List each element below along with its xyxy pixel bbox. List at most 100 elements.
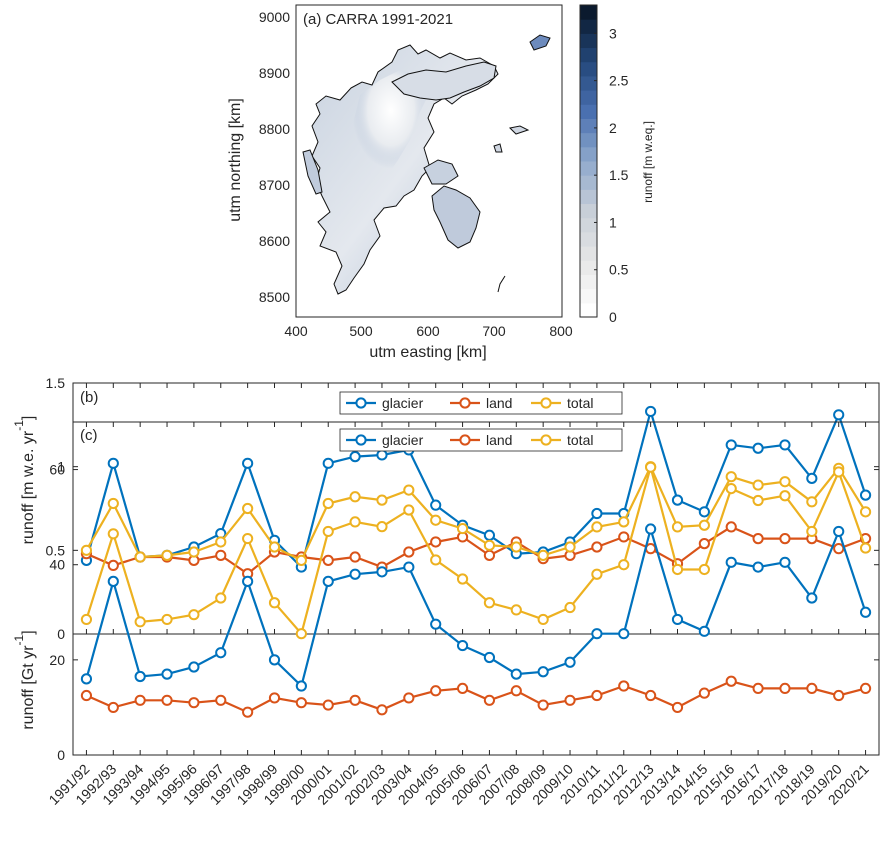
data-point-land	[591, 689, 603, 702]
data-point-land	[698, 538, 710, 550]
data-point-total	[510, 541, 522, 553]
legend-label-glacier: glacier	[382, 395, 424, 411]
panel-b-series	[80, 405, 872, 580]
legend-marker-glacier	[355, 397, 367, 409]
colorbar-cell	[580, 90, 597, 105]
data-point-total	[322, 497, 334, 510]
data-point-glacier	[215, 647, 227, 659]
map-xtick: 400	[284, 323, 308, 339]
data-point-total	[564, 541, 576, 553]
map-xtick: 600	[416, 323, 440, 339]
data-point-land	[510, 685, 522, 697]
data-point-glacier	[537, 666, 549, 678]
data-point-total	[618, 559, 630, 571]
kvitoya-island	[529, 34, 551, 51]
data-point-glacier	[618, 628, 630, 640]
data-point-total	[215, 592, 227, 604]
data-point-glacier	[349, 451, 361, 463]
panel-b-legend: glacier land total	[339, 391, 623, 415]
data-point-glacier	[859, 606, 872, 618]
data-point-land	[403, 692, 415, 704]
panel-c-ticks: 0 20 40 60	[49, 422, 879, 763]
panel-c-ylabel-close: ]	[20, 630, 37, 634]
data-point-total	[806, 496, 818, 508]
data-point-glacier	[752, 442, 764, 454]
data-point-total	[859, 542, 872, 554]
data-point-total	[107, 497, 119, 510]
data-point-glacier	[645, 405, 657, 418]
data-point-total	[483, 539, 496, 551]
data-point-glacier	[376, 566, 388, 578]
data-point-total	[188, 546, 200, 558]
nordaustlandet-island	[391, 61, 497, 101]
data-point-total	[671, 563, 684, 576]
data-point-glacier	[645, 523, 657, 535]
data-point-glacier	[242, 457, 254, 469]
legend-label-total: total	[567, 395, 593, 411]
colorbar-cell	[580, 75, 597, 91]
kong-karls-land	[493, 125, 530, 153]
panel-b-ylabel-text: runoff [m w.e. yr	[20, 430, 37, 544]
data-point-glacier	[242, 575, 254, 587]
legend-marker-land	[459, 434, 471, 446]
data-point-total	[134, 551, 146, 563]
panel-b-ylabel-sup: -1	[12, 420, 26, 431]
legend-label-glacier: glacier	[382, 432, 424, 448]
panel-b-ylabel: runoff [m w.e. yr-1]	[12, 416, 37, 545]
data-point-land	[779, 533, 791, 545]
data-point-glacier	[698, 625, 710, 637]
colorbar-cell	[580, 246, 597, 261]
data-point-glacier	[295, 680, 307, 692]
data-point-glacier	[376, 449, 388, 461]
map-ytick: 8800	[259, 121, 290, 137]
data-point-land	[161, 694, 173, 706]
data-point-glacier	[671, 494, 684, 506]
legend-marker-total	[540, 397, 552, 409]
data-point-glacier	[107, 457, 119, 469]
colorbar-cell	[580, 189, 597, 205]
data-point-land	[725, 521, 737, 533]
series-line-land	[85, 525, 866, 576]
data-point-total	[268, 597, 281, 609]
colorbar-cell	[580, 217, 597, 233]
data-point-land	[188, 697, 200, 709]
data-point-total	[376, 494, 388, 506]
colorbar-cells	[580, 5, 597, 318]
data-point-total	[161, 549, 173, 561]
data-point-land	[752, 682, 764, 695]
data-point-land	[618, 680, 630, 692]
data-point-total	[591, 568, 603, 580]
data-point-land	[349, 551, 361, 563]
data-point-total	[591, 521, 603, 533]
data-point-glacier	[430, 499, 442, 511]
legend-marker-land	[459, 397, 471, 409]
colorbar-tick-label: 0.5	[609, 262, 629, 278]
data-point-glacier	[430, 618, 442, 630]
colorbar-cell	[580, 161, 597, 176]
data-point-total	[671, 521, 684, 533]
data-point-land	[322, 699, 334, 711]
hopen-island	[497, 275, 506, 293]
map-x-ticks: 400 500 600 700 800	[284, 323, 573, 339]
runoff-gt-panel: (c) 0 20 40 60 glacier land total runoff [Gt …	[12, 421, 880, 763]
data-point-total	[215, 536, 227, 548]
colorbar-cell	[580, 274, 597, 290]
legend-box	[339, 428, 623, 452]
data-point-glacier	[698, 506, 710, 518]
data-point-land	[483, 694, 496, 706]
colorbar-label: runoff [m w.eq.]	[641, 121, 655, 203]
colorbar-cell	[580, 19, 597, 34]
data-point-glacier	[483, 529, 496, 541]
legend-marker-glacier	[355, 434, 367, 446]
data-point-total	[645, 461, 657, 473]
data-point-glacier	[779, 556, 791, 568]
data-point-land	[215, 549, 227, 561]
colorbar-tick-label: 2.5	[609, 73, 629, 89]
y-tick-label: 1.5	[46, 375, 66, 391]
colorbar-tick-label: 2	[609, 120, 617, 136]
data-point-glacier	[349, 568, 361, 580]
data-point-land	[430, 685, 442, 697]
y-tick-label: 0	[57, 626, 65, 642]
legend-label-total: total	[567, 432, 593, 448]
